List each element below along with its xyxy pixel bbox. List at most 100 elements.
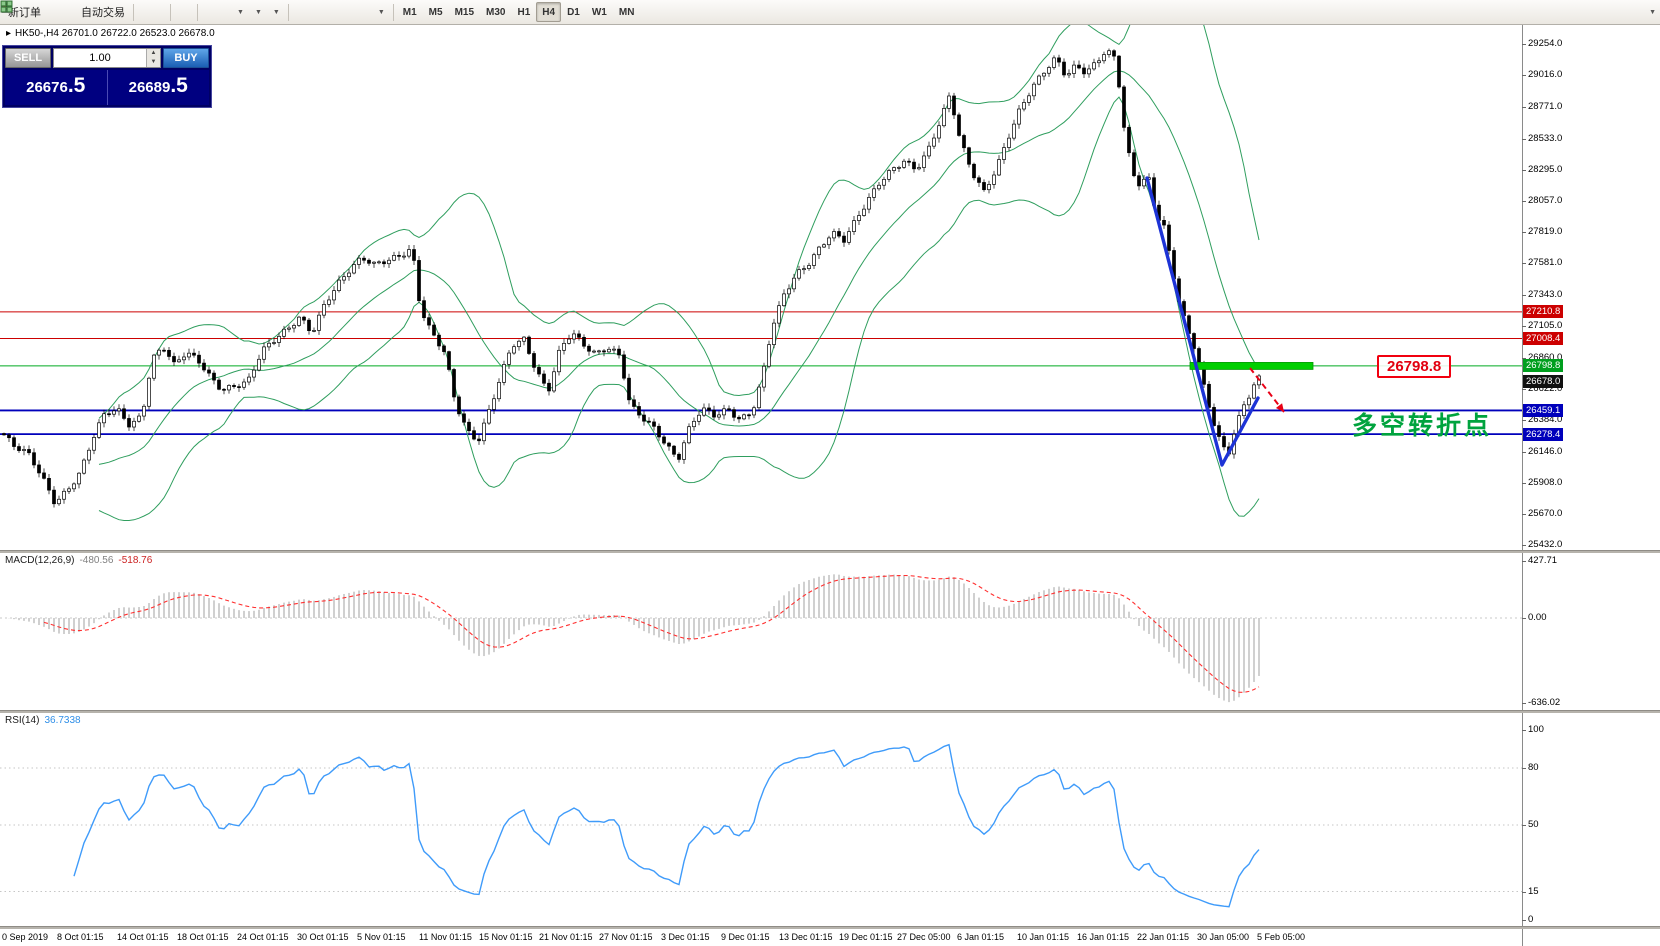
search-button[interactable]: [0, 0, 1641, 22]
time-axis[interactable]: 0 Sep 2019 8 Oct 01:15 14 Oct 01:15 18 Oct …: [0, 928, 1660, 946]
channel-button[interactable]: [0, 0, 352, 22]
macd-canvas[interactable]: [0, 552, 1660, 710]
line-chart-button[interactable]: [0, 1, 167, 22]
charts-window-button[interactable]: [0, 1, 56, 22]
time-axis-label: 8 Oct 01:15: [57, 932, 104, 942]
price-axis-label: 29254.0: [1528, 38, 1563, 50]
price-axis-tick: [1522, 482, 1526, 484]
bollinger-middle: [98, 70, 1260, 465]
candles-layer: [2, 48, 1261, 508]
price-axis-tick: [1522, 420, 1526, 422]
timeframe-m30-button[interactable]: M30: [480, 2, 511, 22]
rsi-axis-label: 50: [1528, 819, 1539, 830]
buy-button[interactable]: BUY: [163, 48, 209, 68]
time-axis-label: 22 Jan 01:15: [1137, 932, 1190, 942]
macd-histogram: [8, 574, 1260, 703]
sell-button[interactable]: SELL: [5, 48, 51, 68]
auto-trading-button-label: 自动交易: [81, 7, 125, 19]
bollinger-upper: [98, 24, 1260, 419]
text-label-button[interactable]: A: [2, 0, 372, 22]
timeframe-m5-button[interactable]: M5: [423, 2, 449, 22]
price-axis-tick: [1522, 325, 1526, 327]
timeframe-mn-button[interactable]: MN: [613, 2, 641, 22]
price-axis-label: 26146.0: [1528, 445, 1563, 457]
price-tag-27210.8: 27210.8: [1523, 305, 1564, 319]
fibonacci-button[interactable]: [0, 1, 362, 22]
main-chart-canvas[interactable]: [0, 24, 1660, 550]
panel-splitter[interactable]: [0, 926, 1660, 929]
crosshair-button[interactable]: [1, 1, 312, 22]
trend-line-v[interactable]: [1145, 176, 1260, 467]
toolbar-separator: [133, 3, 134, 21]
arrange-windows-button[interactable]: [0, 1, 231, 22]
price-axis-label: 27105.0: [1528, 319, 1563, 331]
timeframe-h1-button[interactable]: H1: [511, 2, 536, 22]
timeframe-m1-button[interactable]: M1: [397, 2, 423, 22]
rsi-canvas[interactable]: [0, 712, 1660, 926]
price-axis-label: 28771.0: [1528, 101, 1563, 113]
time-axis-label: 9 Dec 01:15: [721, 932, 770, 942]
rsi-axis-tick: [1522, 920, 1526, 921]
timeframe-d1-button[interactable]: D1: [561, 2, 586, 22]
symbol-ohlc-line: ▸ HK50-,H4 26701.0 26722.0 26523.0 26678…: [6, 28, 215, 39]
trendline-button[interactable]: [0, 0, 342, 22]
layout-button[interactable]: ▼: [0, 0, 1660, 22]
price-callout-label[interactable]: 26798.8: [1377, 355, 1452, 378]
timeframe-h4-button[interactable]: H4: [536, 2, 562, 22]
navigator-button[interactable]: [0, 0, 76, 22]
candlestick-chart-button[interactable]: [1, 0, 157, 22]
timeframe-w1-button[interactable]: W1: [586, 2, 613, 22]
cascade-windows-button[interactable]: [0, 0, 221, 22]
macd-axis-tick: [1522, 618, 1526, 619]
svg-text:A: A: [2, 0, 11, 13]
price-tag-26678.0: 26678.0: [1523, 375, 1564, 389]
auto-trading-button[interactable]: 自动交易: [1, 1, 130, 22]
time-axis-label: 21 Nov 01:15: [539, 932, 593, 942]
time-axis-label: 15 Nov 01:15: [479, 932, 533, 942]
dropdown-arrow-icon: ▼: [237, 8, 244, 16]
price-axis-tick: [1522, 389, 1526, 391]
turning-point-note[interactable]: 多空转折点: [1352, 412, 1493, 440]
price-axis-tick: [1522, 107, 1526, 109]
price-axis-label: 27819.0: [1528, 226, 1563, 238]
price-axis-tick: [1522, 200, 1526, 202]
time-axis-label: 30 Jan 05:00: [1197, 932, 1250, 942]
panel-splitter[interactable]: [0, 710, 1660, 713]
volume-down-button[interactable]: ▼: [147, 58, 160, 67]
buy-price[interactable]: 26689.5: [128, 74, 188, 97]
main-chart-panel: ▸ HK50-,H4 26701.0 26722.0 26523.0 26678…: [0, 24, 1660, 550]
panel-splitter[interactable]: [0, 550, 1660, 553]
tile-windows-button[interactable]: [0, 0, 211, 22]
sell-price[interactable]: 26676.5: [5, 70, 108, 105]
time-axis-label: 27 Nov 01:15: [599, 932, 653, 942]
profiles-button[interactable]: [0, 2, 66, 22]
zoom-in-button[interactable]: [1, 1, 184, 22]
price-tag-26278.4: 26278.4: [1523, 427, 1564, 441]
time-axis-label: 0 Sep 2019: [2, 932, 49, 942]
tile-icon: [0, 0, 13, 13]
templates-button[interactable]: ▼: [0, 1, 285, 22]
price-axis-label: 26384.0: [1528, 414, 1563, 426]
vertical-line-button[interactable]: [5, 1, 322, 22]
volume-input[interactable]: [54, 49, 146, 67]
toolbar-separator: [392, 3, 394, 21]
one-click-expander-icon[interactable]: ▸: [6, 28, 12, 39]
periods-button[interactable]: ▼: [0, 0, 267, 22]
cursor-button[interactable]: [2, 1, 302, 22]
macd-axis-tick: [1522, 560, 1526, 562]
timeframe-m15-button[interactable]: M15: [449, 2, 480, 22]
volume-up-button[interactable]: ▲: [147, 49, 160, 58]
toolbar-separator: [197, 3, 198, 21]
rsi-axis-tick: [1522, 768, 1526, 769]
arrows-button[interactable]: ▼: [1, 1, 390, 22]
indicators-button[interactable]: ▼: [0, 2, 249, 22]
zoom-out-button[interactable]: [1, 1, 194, 22]
macd-label: MACD(12,26,9) -480.56 -518.76: [5, 555, 153, 566]
horizontal-line-button[interactable]: [1, 2, 332, 22]
dropdown-arrow-icon: ▼: [1649, 8, 1656, 16]
price-tag-26798.8: 26798.8: [1523, 359, 1564, 373]
price-axis-label: 29016.0: [1528, 69, 1563, 81]
time-axis-label: 13 Dec 01:15: [779, 932, 833, 942]
price-axis-tick: [1522, 451, 1526, 453]
bar-chart-button[interactable]: [2, 1, 147, 22]
